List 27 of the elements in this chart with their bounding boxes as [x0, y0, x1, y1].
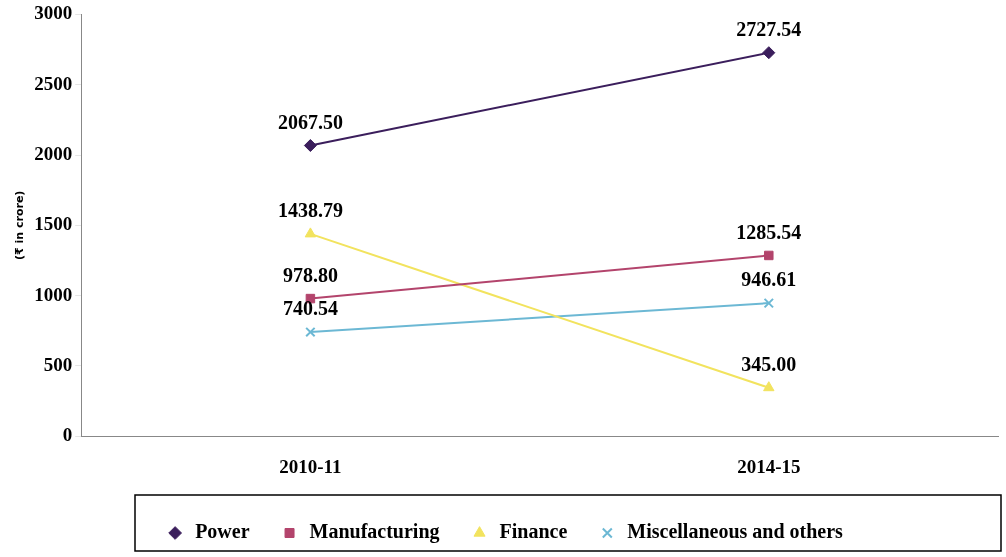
point — [303, 139, 317, 153]
y-tick-label: 1000 — [34, 283, 73, 305]
x-tick-label: 2010-11 — [279, 455, 342, 477]
point — [305, 326, 316, 338]
legend-label: Finance — [499, 520, 568, 543]
point — [764, 250, 774, 261]
data-label: 1438.79 — [277, 199, 343, 222]
data-label: 2727.54 — [736, 17, 802, 40]
data-label: 946.61 — [741, 268, 797, 291]
y-tick-label: 3000 — [34, 2, 73, 24]
point — [762, 46, 776, 60]
y-tick-label: 0 — [62, 424, 73, 446]
data-label: 1285.54 — [736, 220, 802, 243]
x-tick-label: 2014-15 — [737, 455, 801, 477]
data-label: 978.80 — [282, 263, 338, 286]
y-tick-label: 500 — [43, 353, 73, 375]
data-label: 740.54 — [282, 297, 338, 320]
legend-label: Miscellaneous and others — [627, 520, 844, 543]
y-tick-label: 2000 — [34, 142, 73, 164]
y-axis-title: (₹ in crore) — [13, 190, 27, 260]
legend-label: Power — [195, 520, 250, 543]
legend-label: Manufacturing — [309, 520, 440, 544]
y-tick-label: 1500 — [34, 213, 73, 235]
y-tick-label: 2500 — [34, 72, 73, 94]
point — [763, 297, 775, 309]
data-label: 345.00 — [741, 352, 797, 375]
data-label: 2067.50 — [277, 110, 343, 133]
